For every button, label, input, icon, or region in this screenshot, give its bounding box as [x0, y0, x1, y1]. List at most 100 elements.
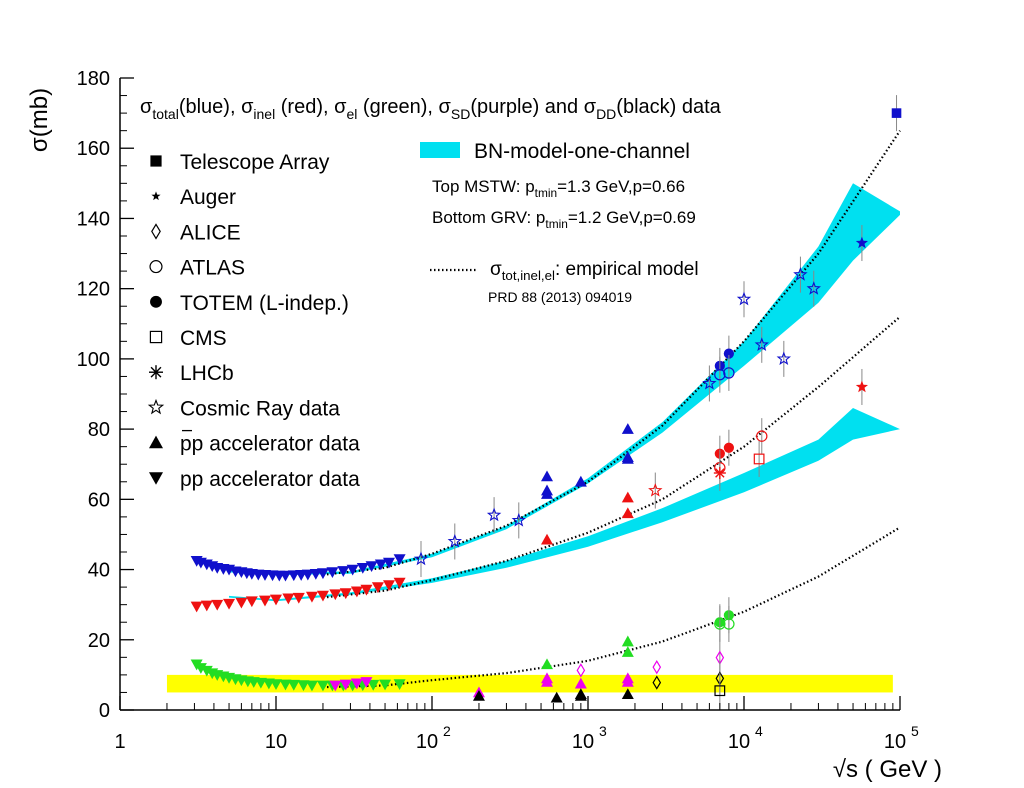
- legend-marker: [150, 295, 162, 308]
- legend-layer: σtotal(blue), σinel (red), σel (green), …: [140, 96, 722, 491]
- data-point-inel: [350, 586, 363, 598]
- data-point-dd: [472, 689, 485, 701]
- data-point-inel: [292, 592, 305, 604]
- data-point-inel: [211, 599, 224, 611]
- legend-marker: [150, 155, 162, 167]
- data-point-inel: [282, 593, 295, 605]
- legend-label: CMS: [180, 327, 227, 350]
- data-point-el: [287, 679, 300, 691]
- data-point-sd: [339, 679, 352, 691]
- data-point-dd: [574, 689, 587, 701]
- legend-marker: [147, 398, 165, 415]
- data-point-total: [393, 554, 406, 566]
- data-point-total: [301, 569, 314, 581]
- data-point-total: [309, 568, 322, 580]
- reference-label: PRD 88 (2013) 094019: [488, 289, 632, 305]
- data-point-el: [194, 663, 207, 674]
- data-point-el: [621, 646, 634, 657]
- legend-label: Cosmic Ray data: [180, 397, 340, 420]
- data-point-total: [574, 475, 587, 487]
- data-point-inel: [753, 453, 765, 465]
- legend-label: pp accelerator data: [180, 433, 360, 456]
- y-tick-label: 180: [77, 68, 110, 90]
- data-point-total: [541, 484, 554, 496]
- legend-marker: [151, 191, 161, 201]
- data-point-inel: [855, 380, 868, 393]
- data-point-el: [297, 680, 310, 692]
- y-tick-label: 160: [77, 138, 110, 160]
- x-tick-exponent: 2: [443, 723, 451, 739]
- data-point-sd: [541, 675, 554, 687]
- data-point-inel: [621, 507, 634, 519]
- data-point-el: [316, 680, 329, 692]
- data-point-total: [382, 557, 395, 569]
- legend-label: Auger: [180, 186, 236, 209]
- data-point-inel: [258, 595, 271, 607]
- data-point-total: [356, 563, 369, 574]
- data-point-total: [723, 348, 734, 359]
- data-point-total: [374, 559, 387, 571]
- data-point-total: [776, 351, 791, 365]
- data-point-dd: [550, 691, 563, 703]
- data-point-el: [541, 658, 554, 670]
- empirical-curve-el: [322, 526, 901, 689]
- data-point-inel: [393, 577, 406, 589]
- plot-layer: [166, 95, 902, 709]
- x-tick-label: 10: [884, 731, 906, 753]
- data-point-inel: [621, 491, 634, 503]
- empirical-legend-label: σtot,inel,el: empirical model: [490, 259, 699, 283]
- legend-label: pp accelerator data: [180, 468, 360, 491]
- band-legend-label: BN-model-one-channel: [474, 140, 690, 163]
- data-point-el: [723, 618, 735, 630]
- x-axis-label: √s ( GeV ): [833, 756, 942, 783]
- legend-marker: [149, 330, 163, 344]
- data-point-total: [891, 108, 902, 118]
- y-tick-label: 100: [77, 349, 110, 371]
- band-legend-swatch: [420, 142, 460, 158]
- data-point-total: [511, 512, 526, 527]
- data-point-el: [254, 677, 267, 689]
- legend-label: Telescope Array: [180, 151, 330, 174]
- legend-marker: [151, 223, 161, 240]
- data-point-total: [316, 568, 329, 580]
- x-tick-exponent: 3: [599, 723, 607, 739]
- y-tick-label: 120: [77, 279, 110, 301]
- legend-label: ALICE: [180, 221, 241, 244]
- model-band-inel: [229, 408, 900, 602]
- data-point-inel: [360, 584, 373, 596]
- data-point-total: [702, 375, 717, 390]
- y-axis-label: σ(mb): [26, 88, 53, 152]
- y-tick-label: 140: [77, 208, 110, 230]
- data-point-el: [379, 679, 392, 691]
- data-point-total: [346, 564, 359, 576]
- data-point-total: [714, 368, 726, 381]
- data-point-inel: [648, 483, 663, 497]
- data-point-inel: [339, 588, 352, 600]
- data-point-total: [279, 570, 292, 582]
- data-point-total: [447, 533, 462, 548]
- data-point-inel: [541, 533, 554, 545]
- data-point-sd: [576, 663, 586, 678]
- data-point-total: [337, 566, 350, 577]
- x-tick-exponent: 5: [911, 723, 919, 739]
- data-point-total: [754, 337, 769, 351]
- legend-marker: [149, 472, 163, 485]
- data-point-el: [367, 679, 380, 691]
- y-tick-label: 40: [88, 560, 110, 582]
- data-point-inel: [371, 582, 384, 594]
- data-point-sd: [329, 680, 342, 692]
- x-tick-label: 10: [265, 731, 287, 753]
- data-point-el: [279, 679, 292, 691]
- x-tick-label: 10: [728, 731, 750, 753]
- data-point-inel: [223, 598, 236, 610]
- yellow-band: [166, 674, 893, 693]
- data-point-inel: [270, 594, 282, 606]
- data-point-dd: [652, 675, 662, 690]
- y-tick-label: 0: [99, 700, 110, 722]
- x-tick-label: 10: [416, 731, 438, 753]
- data-point-el: [621, 635, 634, 647]
- data-point-total: [365, 561, 378, 573]
- data-point-total: [806, 281, 821, 295]
- model-param-top: Top MSTW: ptmin=1.3 GeV,p=0.66: [432, 177, 685, 200]
